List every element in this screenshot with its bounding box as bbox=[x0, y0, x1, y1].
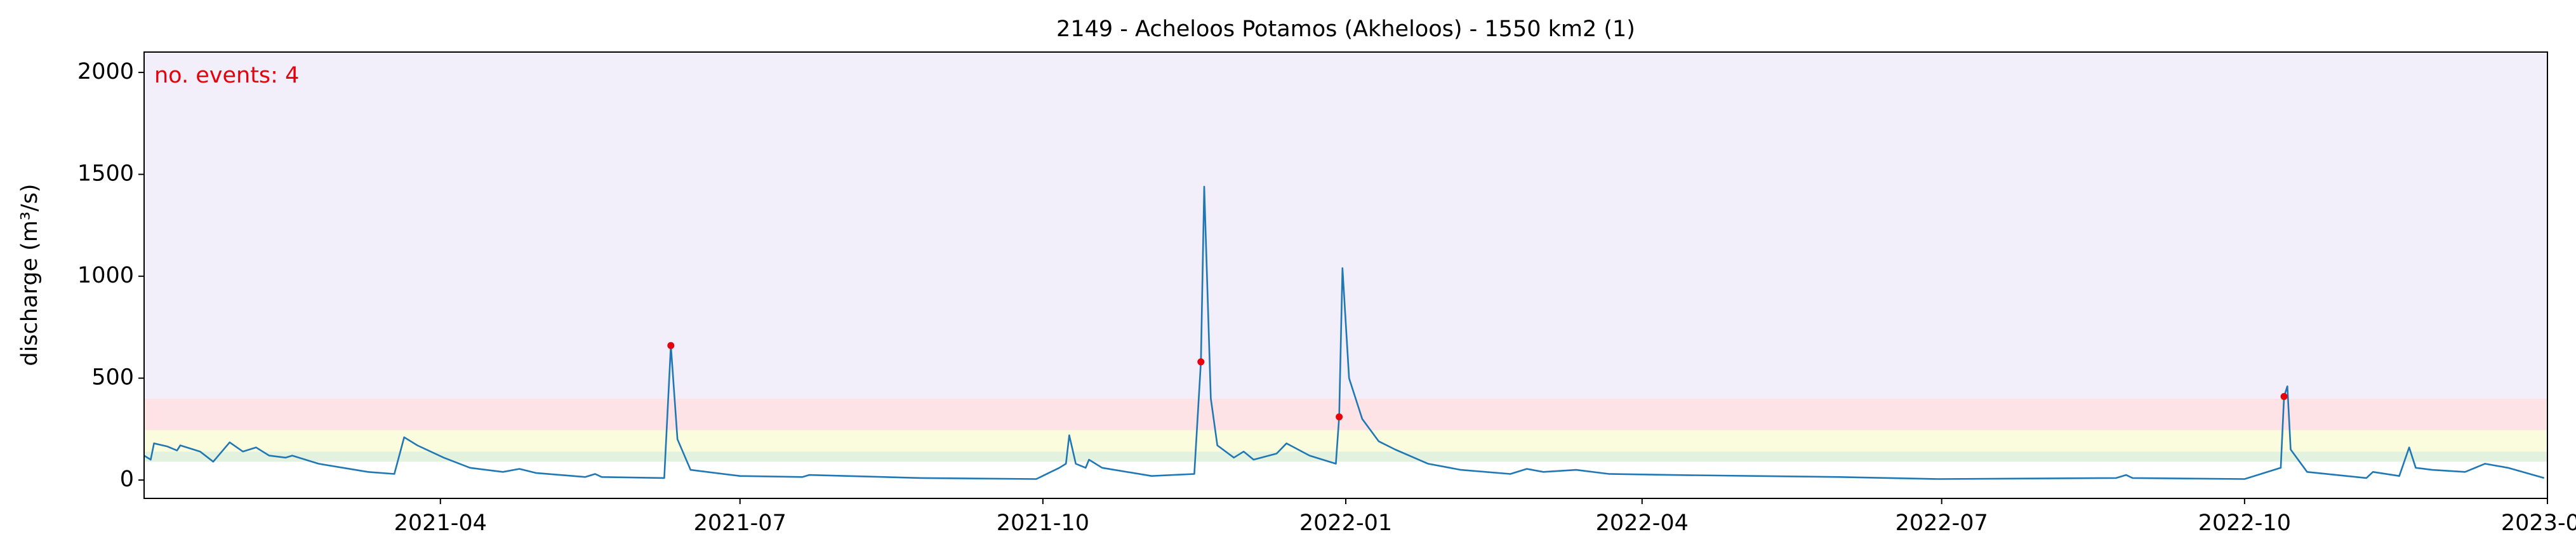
y-axis-label: discharge (m³/s) bbox=[17, 183, 43, 366]
y-tick-label: 2000 bbox=[77, 59, 134, 84]
x-tick-label: 2022-10 bbox=[2198, 510, 2291, 536]
event-point bbox=[1336, 413, 1343, 421]
x-tick-label: 2022-04 bbox=[1596, 510, 1689, 536]
event-point bbox=[1197, 358, 1205, 366]
threshold-band bbox=[144, 398, 2547, 430]
threshold-band bbox=[144, 451, 2547, 462]
chart-title: 2149 - Acheloos Potamos (Akheloos) - 155… bbox=[1056, 17, 1635, 42]
event-point bbox=[2280, 392, 2288, 400]
threshold-band bbox=[144, 430, 2547, 452]
x-tick-label: 2021-04 bbox=[394, 510, 487, 536]
x-tick-label: 2023-01 bbox=[2501, 510, 2576, 536]
event-count: no. events: 4 bbox=[154, 63, 299, 88]
y-tick-label: 500 bbox=[91, 365, 134, 390]
y-tick-label: 1000 bbox=[77, 263, 134, 288]
x-tick-label: 2021-10 bbox=[997, 510, 1089, 536]
x-tick-label: 2022-07 bbox=[1895, 510, 1988, 536]
event-point bbox=[667, 342, 675, 349]
y-tick-label: 1500 bbox=[77, 161, 134, 187]
threshold-band bbox=[144, 52, 2547, 399]
plot-frame bbox=[143, 51, 2548, 499]
x-tick-label: 2022-01 bbox=[1299, 510, 1392, 536]
y-tick-label: 0 bbox=[120, 467, 134, 492]
x-tick-label: 2021-07 bbox=[694, 510, 787, 536]
